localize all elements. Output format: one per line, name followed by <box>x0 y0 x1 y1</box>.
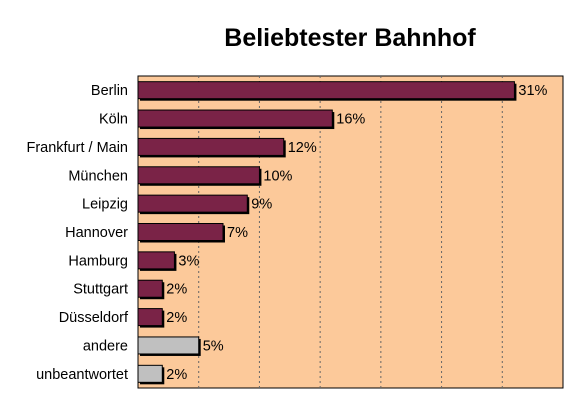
bar <box>137 223 224 241</box>
bar <box>137 194 248 213</box>
bar <box>137 109 333 128</box>
category-label: Frankfurt / Main <box>26 140 128 156</box>
value-label: 5% <box>203 338 224 354</box>
value-label: 2% <box>166 367 187 383</box>
bar <box>137 166 260 185</box>
category-labels: Berlin Köln Frankfurt / Main München Leipzig… <box>26 83 128 383</box>
value-label: 10% <box>263 168 292 184</box>
category-label: Stuttgart <box>73 282 128 298</box>
bars <box>137 81 517 385</box>
bar <box>137 137 285 156</box>
chart-title: Beliebtester Bahnhof <box>224 24 476 52</box>
value-labels: 31% 16% 12% 10% 9%7% 3% 2% 2% 5% 2% <box>166 83 547 383</box>
category-label: andere <box>83 338 128 354</box>
category-label: unbeantwortet <box>36 367 128 383</box>
category-label: Hamburg <box>68 253 128 269</box>
category-label: München <box>68 168 128 184</box>
bar <box>137 364 163 383</box>
bar <box>137 279 163 298</box>
bar <box>137 251 175 270</box>
value-label: 12% <box>288 140 317 156</box>
category-label: Berlin <box>91 83 128 99</box>
category-label: Düsseldorf <box>59 310 129 326</box>
value-label: 31% <box>518 83 547 99</box>
value-label: 2% <box>166 310 187 326</box>
value-label: 7% <box>227 225 248 241</box>
value-label: 2% <box>166 282 187 298</box>
value-label: 9% <box>251 197 272 213</box>
bar <box>137 336 200 355</box>
value-label: 3% <box>178 253 199 269</box>
value-label: 16% <box>336 112 365 128</box>
category-label: Hannover <box>65 225 128 241</box>
category-label: Köln <box>99 112 128 128</box>
bar <box>137 308 163 327</box>
category-label: Leipzig <box>82 197 128 213</box>
bar <box>137 81 515 100</box>
